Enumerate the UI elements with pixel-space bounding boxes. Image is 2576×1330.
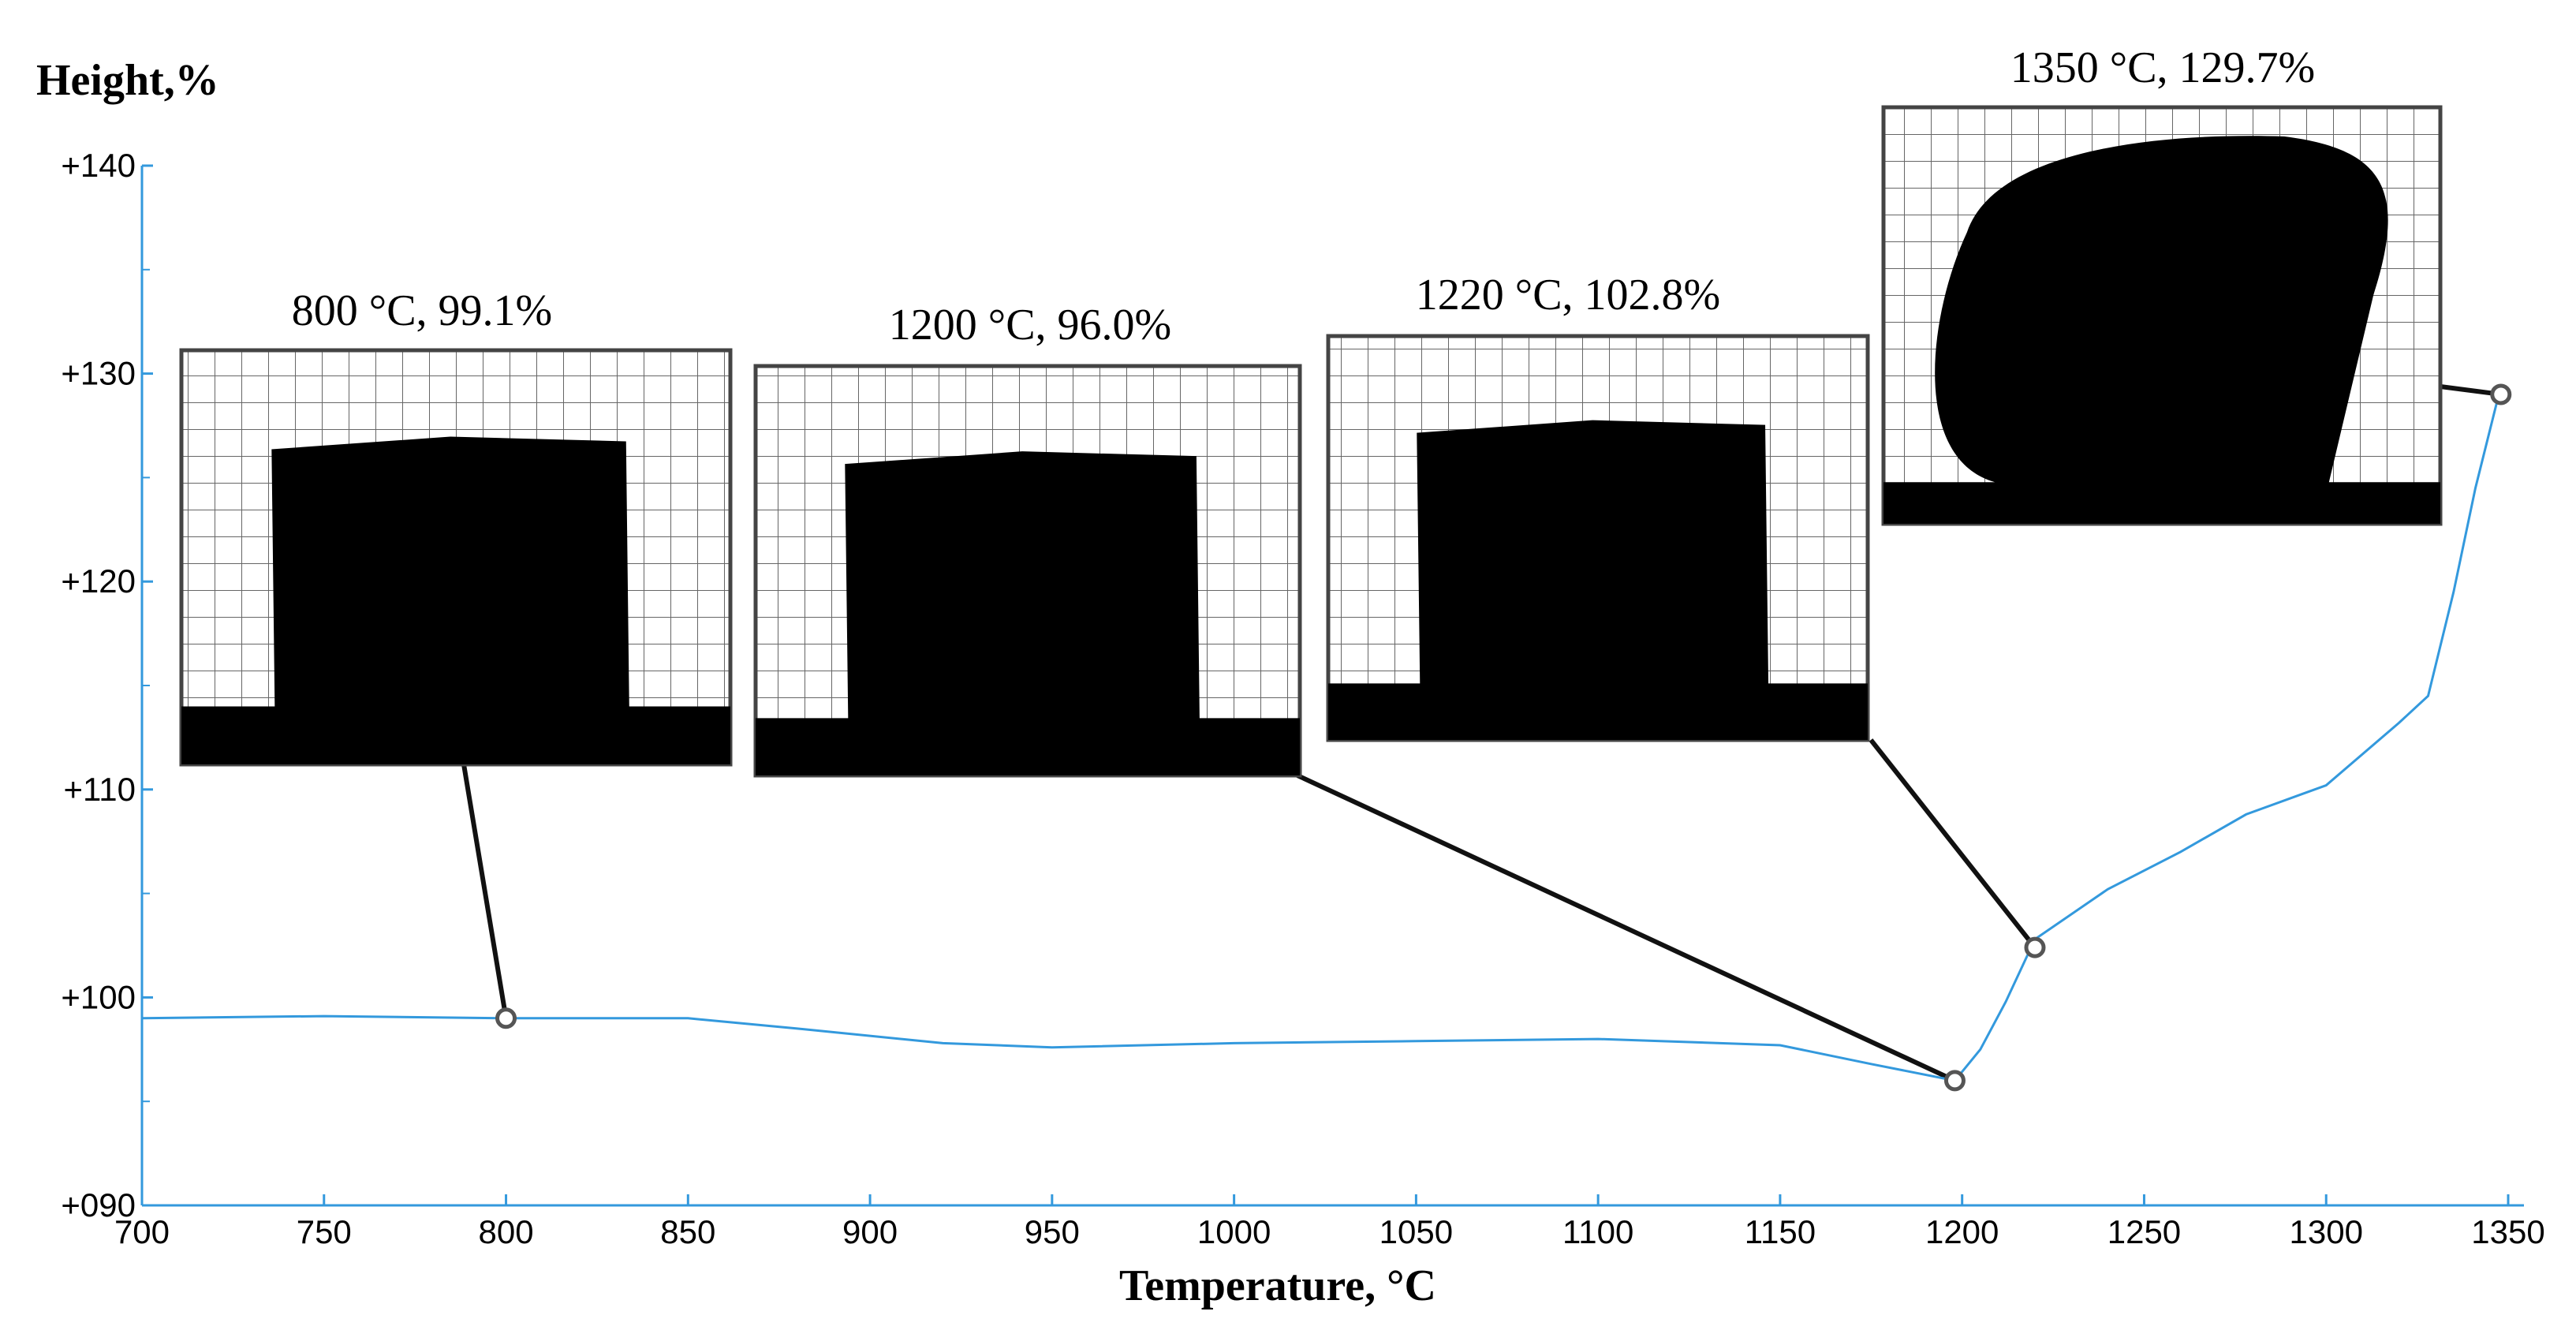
x-tick-label: 750 [297,1213,352,1250]
y-tick-label: +090 [61,1186,136,1224]
x-tick-label: 950 [1025,1213,1080,1250]
x-tick-label: 800 [478,1213,533,1250]
x-tick-label: 850 [660,1213,715,1250]
callout-1: 800 °C, 99.1% [179,286,733,767]
x-tick-label: 1250 [2107,1213,2181,1250]
x-tick-label: 700 [114,1213,170,1250]
y-tick-label: +110 [64,771,136,808]
data-point-marker [495,1007,517,1029]
specimen-silhouette [756,451,1300,775]
callouts: 800 °C, 99.1% 1200 °C, 96.0% 1220 °C, 102.… [179,43,2443,778]
data-point-marker [2024,936,2046,958]
y-tick-label: +140 [61,147,136,184]
callout-connector [1869,738,2037,949]
y-tick-label: +100 [61,978,136,1015]
specimen-silhouette [1883,136,2440,524]
callout-connector [461,764,509,1019]
x-tick-label: 1100 [1562,1213,1633,1250]
y-tick-label: +120 [61,562,136,600]
x-tick-label: 1300 [2290,1213,2363,1250]
x-tick-label: 900 [842,1213,898,1250]
specimen-silhouette [181,436,730,764]
x-tick-label: 1150 [1745,1213,1816,1250]
x-tick-label: 1200 [1925,1213,1999,1250]
callout-label: 1200 °C, 96.0% [889,301,1171,349]
callout-label: 1350 °C, 129.7% [2010,43,2315,92]
x-tick-label: 1050 [1379,1213,1453,1250]
y-tick-label: +130 [61,355,136,392]
x-tick-label: 1000 [1197,1213,1271,1250]
y-ticks: +090 +100 +110 +120 +130 +140 [61,147,153,1224]
callout-2: 1200 °C, 96.0% [753,301,1302,778]
callout-connectors [461,384,2502,1083]
callout-label: 800 °C, 99.1% [292,286,552,335]
callout-3: 1220 °C, 102.8% [1326,271,1870,742]
y-axis-title: Height,% [36,56,219,105]
x-tick-label: 1350 [2471,1213,2544,1250]
specimen-silhouette [1328,420,1868,740]
callout-label: 1220 °C, 102.8% [1416,271,1720,319]
x-axis-title: Temperature, °C [1119,1261,1436,1310]
callout-4: 1350 °C, 129.7% [1881,43,2443,526]
point-markers [495,383,2512,1092]
x-ticks: 700 750 800 850 900 950 1000 1050 1100 1150 1200 12… [114,1194,2545,1250]
data-point-marker [1943,1070,1966,1092]
data-point-marker [2490,383,2512,405]
callout-connector [1296,773,1956,1083]
